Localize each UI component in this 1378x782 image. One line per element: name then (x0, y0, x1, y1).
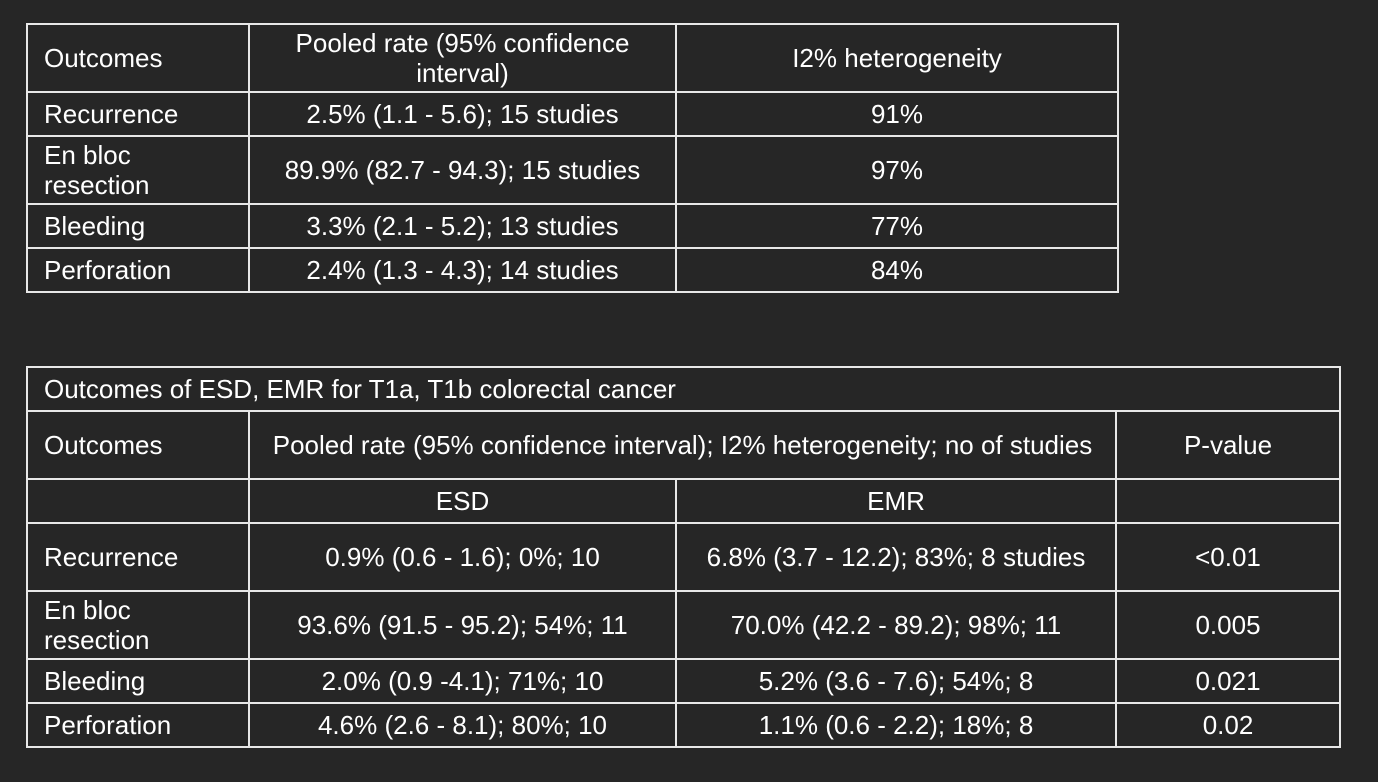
pooled-rate-cell: 2.5% (1.1 - 5.6); 15 studies (248, 91, 677, 137)
emr-cell: 1.1% (0.6 - 2.2); 18%; 8 (675, 702, 1117, 748)
header-p-value: P-value (1114, 410, 1342, 480)
outcome-cell: Recurrence (26, 522, 250, 592)
p-value-cell: 0.021 (1114, 658, 1342, 704)
esd-cell: 93.6% (91.5 - 95.2); 54%; 11 (248, 590, 677, 660)
esd-cell: 4.6% (2.6 - 8.1); 80%; 10 (248, 702, 677, 748)
table-row: Bleeding 2.0% (0.9 -4.1); 71%; 10 5.2% (… (26, 658, 1342, 704)
outcome-cell: En bloc resection (26, 590, 250, 660)
heterogeneity-cell: 91% (675, 91, 1119, 137)
heterogeneity-cell: 97% (675, 135, 1119, 205)
subheader-emr: EMR (675, 478, 1117, 524)
pooled-rate-cell: 89.9% (82.7 - 94.3); 15 studies (248, 135, 677, 205)
outcome-cell: Perforation (26, 702, 250, 748)
outcome-cell: Bleeding (26, 658, 250, 704)
empty-cell (26, 478, 250, 524)
outcome-cell: Bleeding (26, 203, 250, 249)
table-row: Recurrence 2.5% (1.1 - 5.6); 15 studies … (26, 91, 1119, 137)
subheader-esd: ESD (248, 478, 677, 524)
esd-cell: 2.0% (0.9 -4.1); 71%; 10 (248, 658, 677, 704)
header-pooled-rate: Pooled rate (95% confidence interval) (248, 23, 677, 93)
heterogeneity-cell: 84% (675, 247, 1119, 293)
outcome-cell: Perforation (26, 247, 250, 293)
emr-cell: 5.2% (3.6 - 7.6); 54%; 8 (675, 658, 1117, 704)
emr-cell: 6.8% (3.7 - 12.2); 83%; 8 studies (675, 522, 1117, 592)
header-outcomes: Outcomes (26, 410, 250, 480)
header-heterogeneity: I2% heterogeneity (675, 23, 1119, 93)
table-row: Recurrence 0.9% (0.6 - 1.6); 0%; 10 6.8%… (26, 522, 1342, 592)
p-value-cell: 0.005 (1114, 590, 1342, 660)
empty-cell (1114, 478, 1342, 524)
table-row: En bloc resection 93.6% (91.5 - 95.2); 5… (26, 590, 1342, 660)
table-row: Bleeding 3.3% (2.1 - 5.2); 13 studies 77… (26, 203, 1119, 249)
table-subheader-row: ESD EMR (26, 478, 1342, 524)
table-title: Outcomes of ESD, EMR for T1a, T1b colore… (25, 366, 1342, 412)
p-value-cell: <0.01 (1114, 522, 1342, 592)
header-outcomes: Outcomes (26, 23, 250, 93)
header-pooled-rate: Pooled rate (95% confidence interval); I… (248, 410, 1117, 480)
table-header-row: Outcomes Pooled rate (95% confidence int… (26, 410, 1342, 480)
pooled-rates-table: Outcomes Pooled rate (95% confidence int… (26, 23, 1119, 293)
emr-cell: 70.0% (42.2 - 89.2); 98%; 11 (675, 590, 1117, 660)
heterogeneity-cell: 77% (675, 203, 1119, 249)
pooled-rate-cell: 3.3% (2.1 - 5.2); 13 studies (248, 203, 677, 249)
table-row: Perforation 4.6% (2.6 - 8.1); 80%; 10 1.… (26, 702, 1342, 748)
table-row: En bloc resection 89.9% (82.7 - 94.3); 1… (26, 135, 1119, 205)
esd-cell: 0.9% (0.6 - 1.6); 0%; 10 (248, 522, 677, 592)
pooled-rate-cell: 2.4% (1.3 - 4.3); 14 studies (248, 247, 677, 293)
outcome-cell: En bloc resection (26, 135, 250, 205)
table-header-row: Outcomes Pooled rate (95% confidence int… (26, 23, 1119, 93)
table-row: Perforation 2.4% (1.3 - 4.3); 14 studies… (26, 247, 1119, 293)
table-title-row: Outcomes of ESD, EMR for T1a, T1b colore… (25, 366, 1342, 412)
esd-emr-comparison-table: Outcomes of ESD, EMR for T1a, T1b colore… (25, 366, 1342, 748)
outcome-cell: Recurrence (26, 91, 250, 137)
p-value-cell: 0.02 (1114, 702, 1342, 748)
